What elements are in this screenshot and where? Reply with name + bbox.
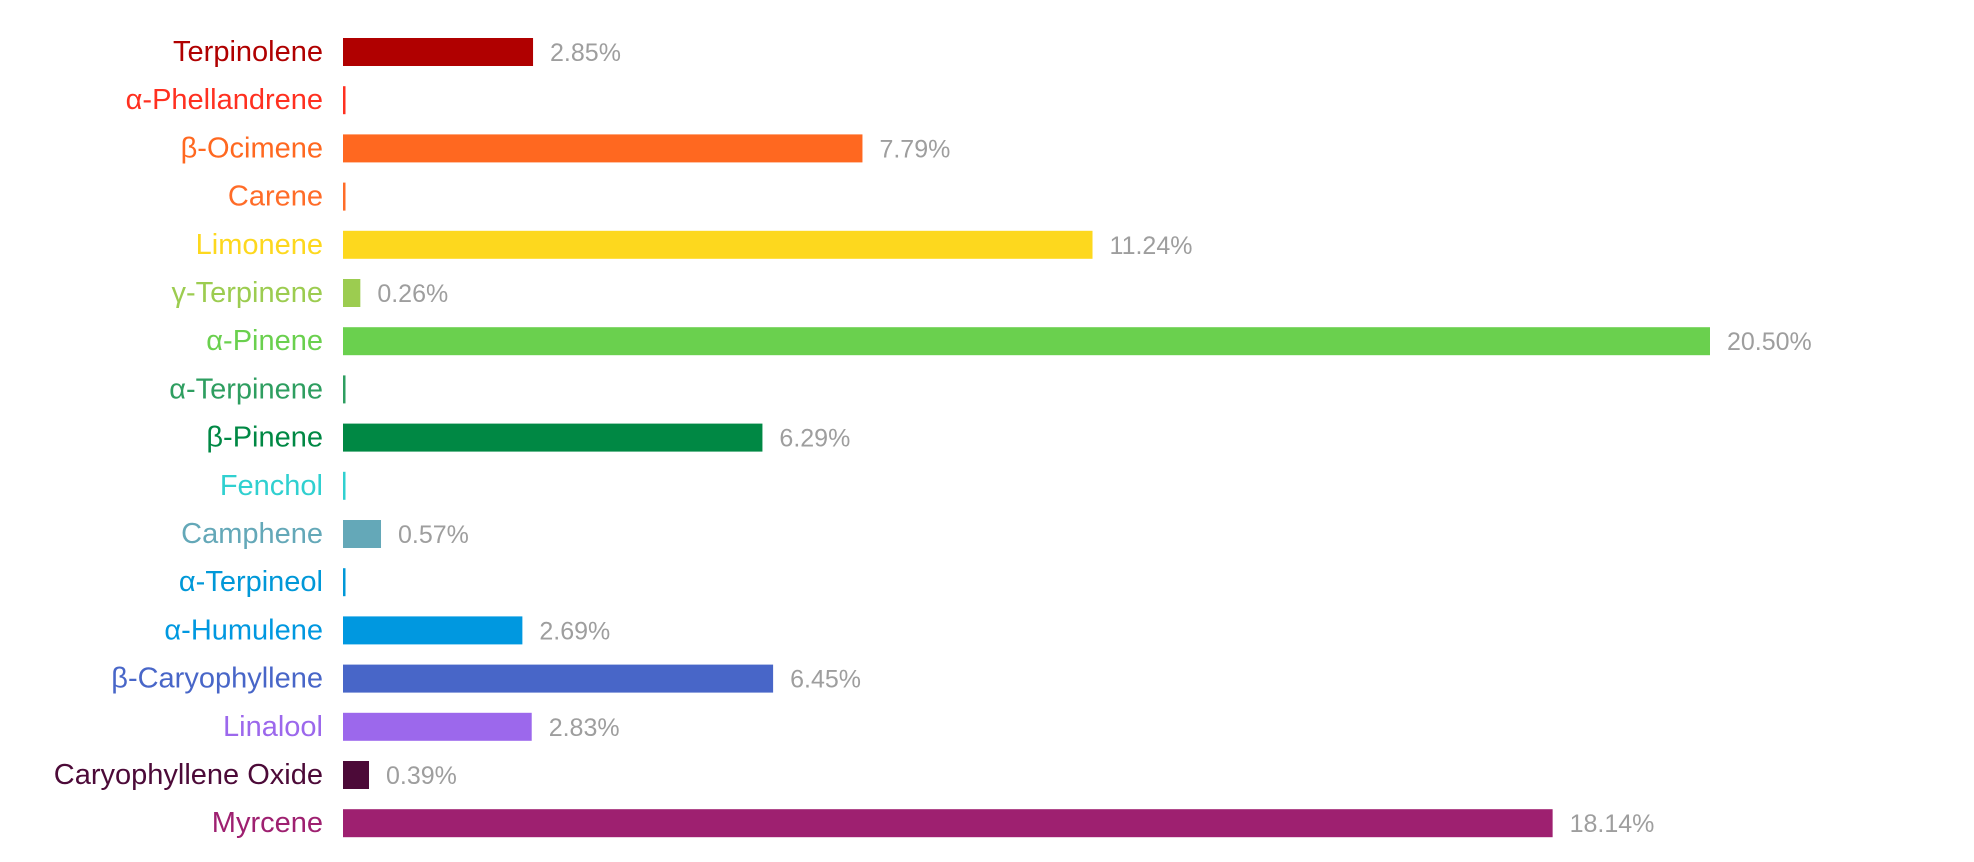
bar-pinene	[343, 423, 763, 452]
value-label-humulene: 2.69%	[539, 617, 610, 645]
category-label-carene: Carene	[228, 181, 323, 213]
category-label-pinene: β-Pinene	[206, 422, 323, 454]
value-label-myrcene: 18.14%	[1570, 810, 1655, 838]
category-label-limonene: Limonene	[196, 229, 323, 261]
value-label-caryophyllene-oxide: 0.39%	[386, 762, 457, 790]
category-label-fenchol: Fenchol	[220, 470, 323, 502]
bar-terpinene	[343, 279, 361, 307]
bar-terpineol	[343, 568, 346, 597]
category-label-caryophyllene-oxide: Caryophyllene Oxide	[54, 759, 323, 791]
category-label-humulene: α-Humulene	[164, 614, 323, 646]
bar-linalool	[343, 712, 532, 741]
value-label-camphene: 0.57%	[398, 521, 469, 549]
value-label-pinene: 20.50%	[1727, 328, 1812, 356]
category-label-terpinene: α-Terpinene	[169, 373, 323, 405]
bars	[343, 38, 1710, 838]
bar-myrcene	[343, 809, 1553, 838]
bar-terpinene	[343, 375, 346, 404]
value-label-ocimene: 7.79%	[879, 135, 950, 163]
category-labels: Terpinolene α-Phellandrene β-Ocimene Carene…	[54, 36, 323, 839]
bar-humulene	[343, 616, 523, 645]
bar-ocimene	[343, 134, 863, 163]
value-label-terpinolene: 2.85%	[550, 39, 621, 67]
value-label-pinene: 6.29%	[779, 425, 850, 453]
category-label-myrcene: Myrcene	[212, 807, 323, 839]
value-label-limonene: 11.24%	[1110, 232, 1193, 260]
category-label-phellandrene: α-Phellandrene	[126, 84, 323, 116]
value-label-caryophyllene: 6.45%	[790, 666, 861, 694]
bar-phellandrene	[343, 86, 346, 115]
bar-carene	[343, 182, 346, 211]
bar-terpinolene	[343, 38, 534, 66]
bar-pinene	[343, 327, 1710, 356]
category-label-terpinene: γ-Terpinene	[171, 277, 323, 309]
category-label-camphene: Camphene	[181, 518, 323, 550]
category-label-pinene: α-Pinene	[206, 325, 323, 357]
bar-limonene	[343, 230, 1093, 259]
value-label-linalool: 2.83%	[549, 714, 620, 742]
bar-camphene	[343, 520, 382, 548]
value-label-terpinene: 0.26%	[377, 280, 448, 308]
bar-fenchol	[343, 471, 346, 500]
category-label-caryophyllene: β-Caryophyllene	[111, 663, 323, 695]
category-label-ocimene: β-Ocimene	[181, 132, 323, 164]
category-label-terpinolene: Terpinolene	[173, 36, 323, 68]
bar-caryophyllene-oxide	[343, 761, 370, 789]
category-label-linalool: Linalool	[223, 711, 323, 743]
bar-caryophyllene	[343, 664, 774, 693]
value-labels: 2.85% 7.79% 11.24% 0.26% 20.50% 6.29% 0.57% 2.6…	[377, 39, 1811, 838]
category-label-terpineol: α-Terpineol	[179, 566, 323, 598]
